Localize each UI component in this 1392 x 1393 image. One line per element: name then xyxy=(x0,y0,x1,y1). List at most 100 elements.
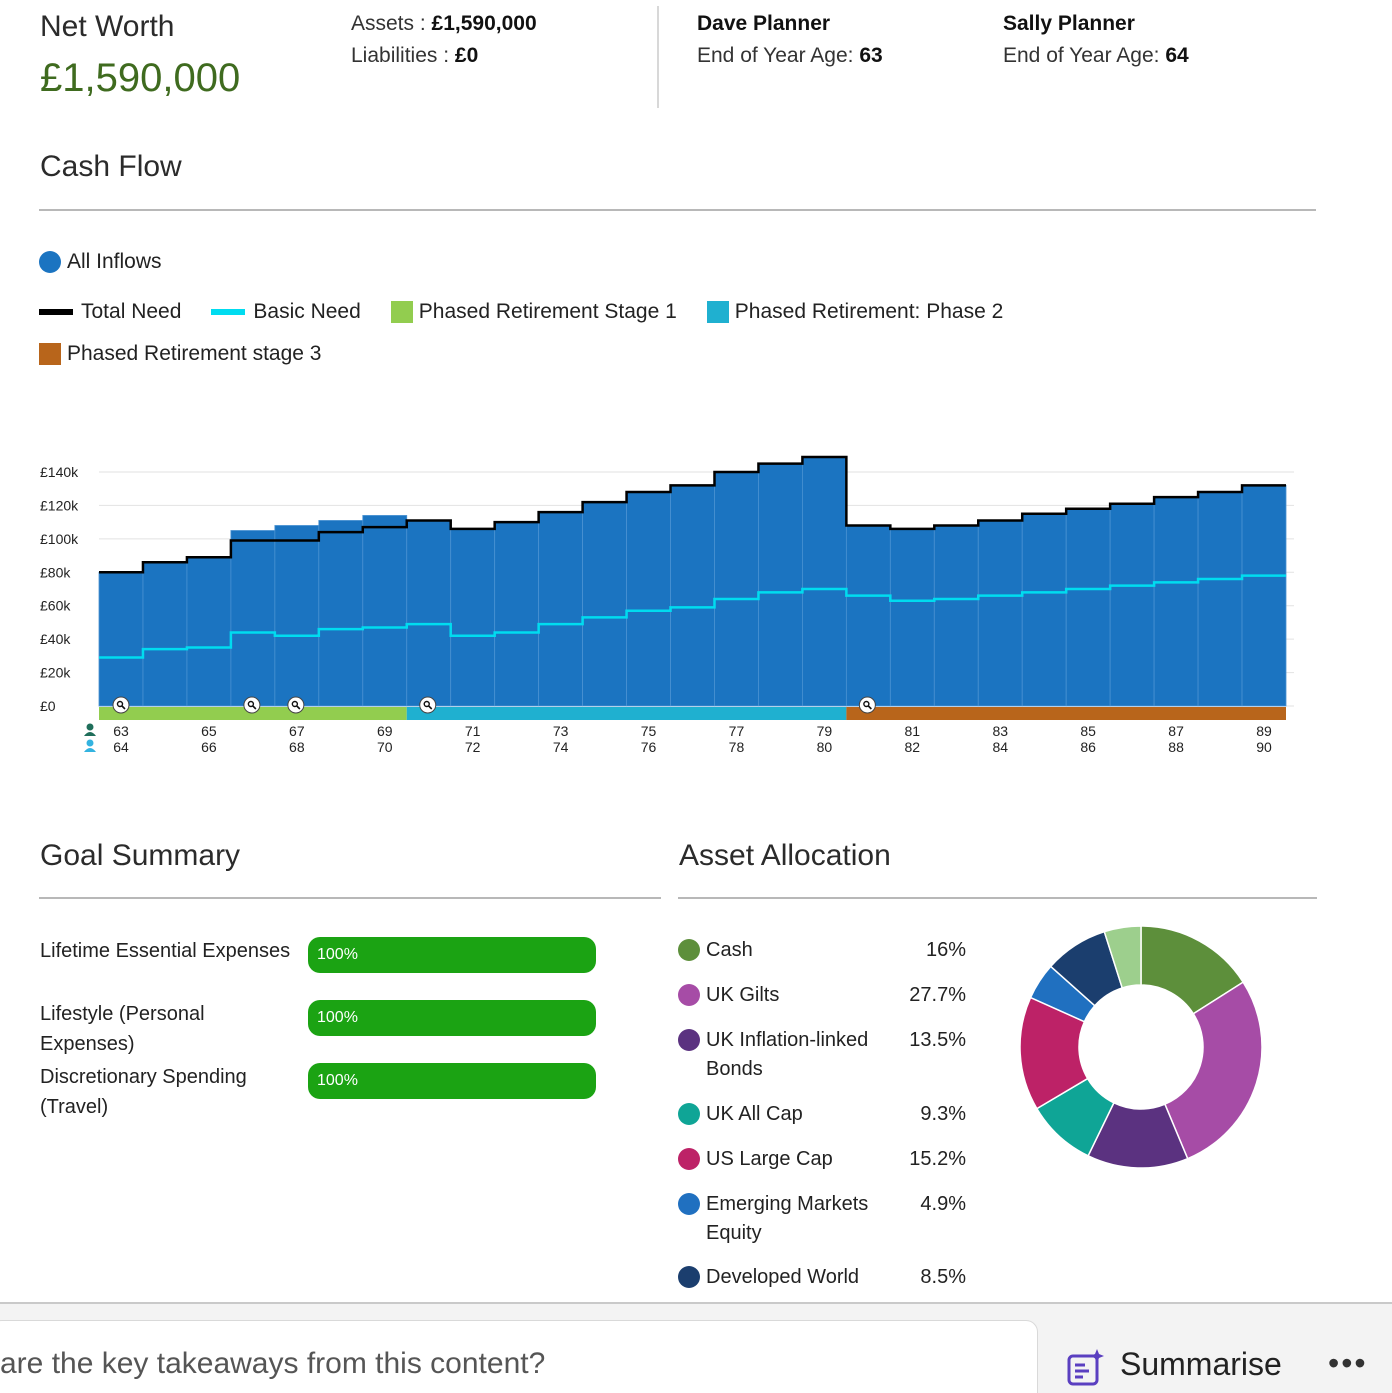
more-options-button[interactable]: ••• xyxy=(1328,1345,1368,1381)
legend-phase2[interactable]: Phased Retirement: Phase 2 xyxy=(706,300,1003,324)
inflow-bar[interactable] xyxy=(889,528,935,707)
person-dave-body-icon xyxy=(84,732,96,736)
inflow-bar[interactable] xyxy=(626,491,671,707)
inflow-bar[interactable] xyxy=(274,525,320,707)
legend-total-need-label: Total Need xyxy=(81,300,182,323)
event-marker-icon[interactable] xyxy=(112,696,130,714)
inflow-bar[interactable] xyxy=(1109,503,1155,707)
inflow-bar[interactable] xyxy=(1153,496,1199,707)
inflow-bar[interactable] xyxy=(318,520,364,707)
asset-allocation-donut[interactable] xyxy=(1010,916,1272,1178)
event-marker-icon[interactable] xyxy=(419,696,437,714)
y-tick-label: £140k xyxy=(40,464,79,480)
aa-dot-us-large-cap xyxy=(678,1148,700,1170)
aa-name-developed-world: Developed World xyxy=(706,1266,860,1288)
aa-name-uk-gilts: UK Gilts xyxy=(706,984,780,1006)
liabilities-line: Liabilities : £0 xyxy=(351,40,537,72)
person-dave-icon xyxy=(86,723,94,731)
legend-basic-need-swatch xyxy=(211,309,246,315)
legend-stage3[interactable]: Phased Retirement stage 3 xyxy=(39,342,321,366)
x-tick-label-sally: 86 xyxy=(1080,739,1096,755)
basic-need-line xyxy=(99,574,1286,659)
legend-stage1-swatch xyxy=(390,301,413,323)
inflow-bar[interactable] xyxy=(1197,491,1243,707)
aa-pct-us-large-cap: 15.2% xyxy=(909,1148,966,1170)
prompt-input[interactable] xyxy=(0,1320,1038,1393)
event-marker-icon[interactable] xyxy=(858,696,876,714)
inflow-bar[interactable] xyxy=(714,471,759,707)
inflow-bar[interactable] xyxy=(758,463,803,707)
inflow-bar[interactable] xyxy=(406,520,452,707)
aa-row-uk-inflation-bonds: UK Inflation-linked Bonds 13.5% xyxy=(678,1026,968,1086)
goal-label-essential: Lifetime Essential Expenses xyxy=(40,940,291,962)
inflow-bar[interactable] xyxy=(538,511,583,707)
x-tick-label-sally: 90 xyxy=(1256,739,1272,755)
x-tick-label-sally: 68 xyxy=(289,739,305,755)
inflow-bar[interactable] xyxy=(494,521,540,707)
prompt-suggestion-text[interactable]: are the key takeaways from this content? xyxy=(0,1347,546,1380)
aa-dot-uk-gilts xyxy=(678,984,700,1006)
x-tick-label-dave: 73 xyxy=(553,723,569,739)
person-dave-age-label: End of Year Age: xyxy=(697,44,860,67)
person-sally-age-line: End of Year Age: 64 xyxy=(1003,40,1189,72)
inflow-bar[interactable] xyxy=(1065,508,1111,707)
legend-all-inflows[interactable]: All Inflows xyxy=(39,250,162,274)
legend-total-need[interactable]: Total Need xyxy=(39,300,181,324)
assets-line: Assets : £1,590,000 xyxy=(351,8,537,40)
legend-stage1[interactable]: Phased Retirement Stage 1 xyxy=(390,300,677,324)
net-worth-label: Net Worth xyxy=(40,10,175,43)
aa-dot-developed-world xyxy=(678,1266,700,1288)
legend-stage3-row: Phased Retirement stage 3 xyxy=(39,342,351,366)
inflow-bar[interactable] xyxy=(977,520,1023,707)
aa-pct-emerging-markets: 4.9% xyxy=(920,1193,966,1215)
aa-name-uk-inflation-bonds: UK Inflation-linked Bonds xyxy=(706,1029,869,1080)
inflow-bar[interactable] xyxy=(98,571,144,707)
inflow-bar[interactable] xyxy=(670,484,715,707)
liabilities-label: Liabilities : xyxy=(351,44,455,67)
aa-name-cash: Cash xyxy=(706,939,753,961)
header-divider xyxy=(657,6,659,108)
x-tick-label-sally: 88 xyxy=(1168,739,1184,755)
aa-name-emerging-markets: Emerging Markets Equity xyxy=(706,1193,869,1244)
goal-progress-discretionary: 100% xyxy=(308,1063,596,1099)
person-sally-age: 64 xyxy=(1165,44,1189,67)
donut-slice[interactable] xyxy=(1163,981,1263,1160)
aa-row-cash: Cash 16% xyxy=(678,936,968,966)
inflow-bar[interactable] xyxy=(802,456,847,707)
x-tick-label-dave: 83 xyxy=(992,723,1008,739)
inflow-bar[interactable] xyxy=(1021,513,1067,707)
goal-progress-essential: 100% xyxy=(308,937,596,973)
summarise-button[interactable]: Summarise xyxy=(1120,1346,1282,1382)
x-tick-label-dave: 89 xyxy=(1256,723,1272,739)
inflow-bar[interactable] xyxy=(142,561,188,707)
x-tick-label-sally: 80 xyxy=(817,739,833,755)
event-marker-icon[interactable] xyxy=(243,696,261,714)
assets-label: Assets : xyxy=(351,12,432,35)
y-tick-label: £40k xyxy=(40,631,71,647)
inflow-bar[interactable] xyxy=(186,556,232,707)
person-dave-age: 63 xyxy=(859,44,883,67)
aa-row-developed-world: Developed World 8.5% xyxy=(678,1263,968,1293)
x-tick-label-sally: 82 xyxy=(905,739,921,755)
aa-name-us-large-cap: US Large Cap xyxy=(706,1148,833,1170)
inflow-bar[interactable] xyxy=(845,525,891,707)
inflow-bar[interactable] xyxy=(450,528,496,707)
x-tick-label-dave: 79 xyxy=(817,723,833,739)
inflow-bar[interactable] xyxy=(933,525,979,707)
legend-total-need-swatch xyxy=(39,309,73,315)
x-tick-label-sally: 66 xyxy=(201,739,217,755)
aa-dot-uk-all-cap xyxy=(678,1103,700,1125)
summarise-icon xyxy=(1067,1349,1104,1386)
legend-basic-need[interactable]: Basic Need xyxy=(211,300,361,324)
inflow-bar[interactable] xyxy=(362,515,408,707)
donut-slice[interactable] xyxy=(1103,925,1142,989)
net-worth-value: £1,590,000 xyxy=(40,56,241,100)
legend-phase2-swatch xyxy=(706,301,729,323)
person-dave-age-line: End of Year Age: 63 xyxy=(697,40,883,72)
inflow-bar[interactable] xyxy=(1241,484,1287,707)
inflow-bar[interactable] xyxy=(230,530,276,707)
event-marker-icon[interactable] xyxy=(287,696,305,714)
inflow-bar[interactable] xyxy=(582,501,627,707)
x-tick-label-dave: 63 xyxy=(113,723,129,739)
